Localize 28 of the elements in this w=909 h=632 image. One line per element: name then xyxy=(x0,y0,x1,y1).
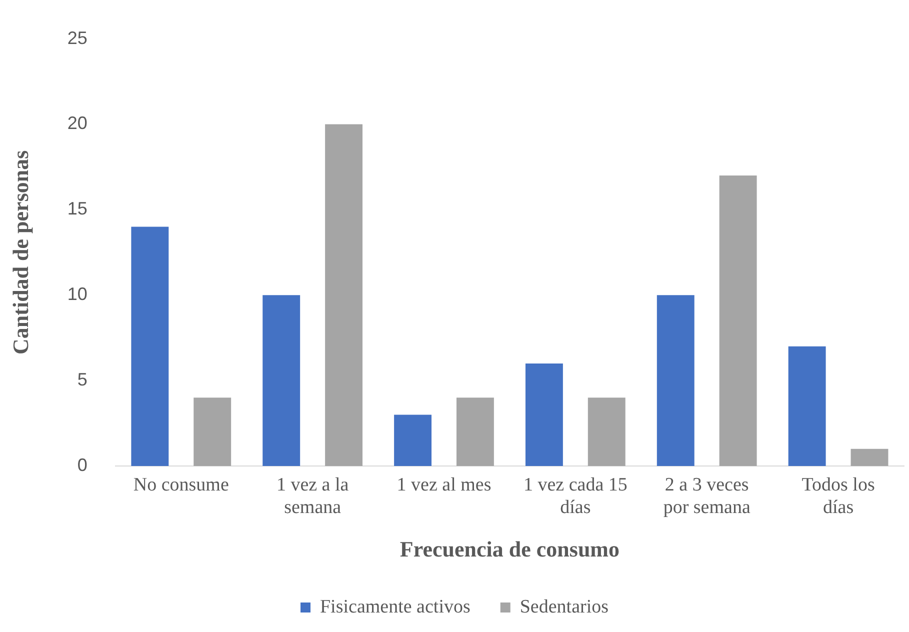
y-tick-label: 10 xyxy=(67,284,88,304)
y-tick-label: 20 xyxy=(67,113,88,134)
bar xyxy=(325,124,363,466)
x-axis-title: Frecuencia de consumo xyxy=(400,536,620,562)
y-tick-label: 5 xyxy=(77,370,88,390)
y-tick-label: 15 xyxy=(67,198,88,219)
x-tick-label: 2 a 3 veces por semana xyxy=(663,474,751,518)
x-tick-label: No consume xyxy=(133,474,229,496)
bar xyxy=(525,363,563,466)
x-tick-label: 1 vez a la semana xyxy=(276,474,350,518)
y-tick-label: 0 xyxy=(77,454,88,475)
bar xyxy=(656,295,694,466)
bar xyxy=(394,414,432,466)
x-tick-label: 1 vez al mes xyxy=(396,474,492,496)
bar xyxy=(194,398,232,466)
bar xyxy=(456,398,494,466)
bar xyxy=(131,226,169,466)
bar xyxy=(850,448,888,466)
legend-label: Sedentarios xyxy=(520,596,609,618)
bar xyxy=(262,295,300,466)
bar xyxy=(719,176,757,466)
y-tick-label: 25 xyxy=(67,28,88,48)
bar xyxy=(788,346,826,466)
bar xyxy=(588,398,626,466)
x-tick-label: 1 vez cada 15 días xyxy=(523,474,628,518)
x-tick-label: Todos los días xyxy=(802,474,875,518)
legend-label: Fisicamente activos xyxy=(320,596,470,618)
y-axis-title: Cantidad de personas xyxy=(8,150,33,354)
